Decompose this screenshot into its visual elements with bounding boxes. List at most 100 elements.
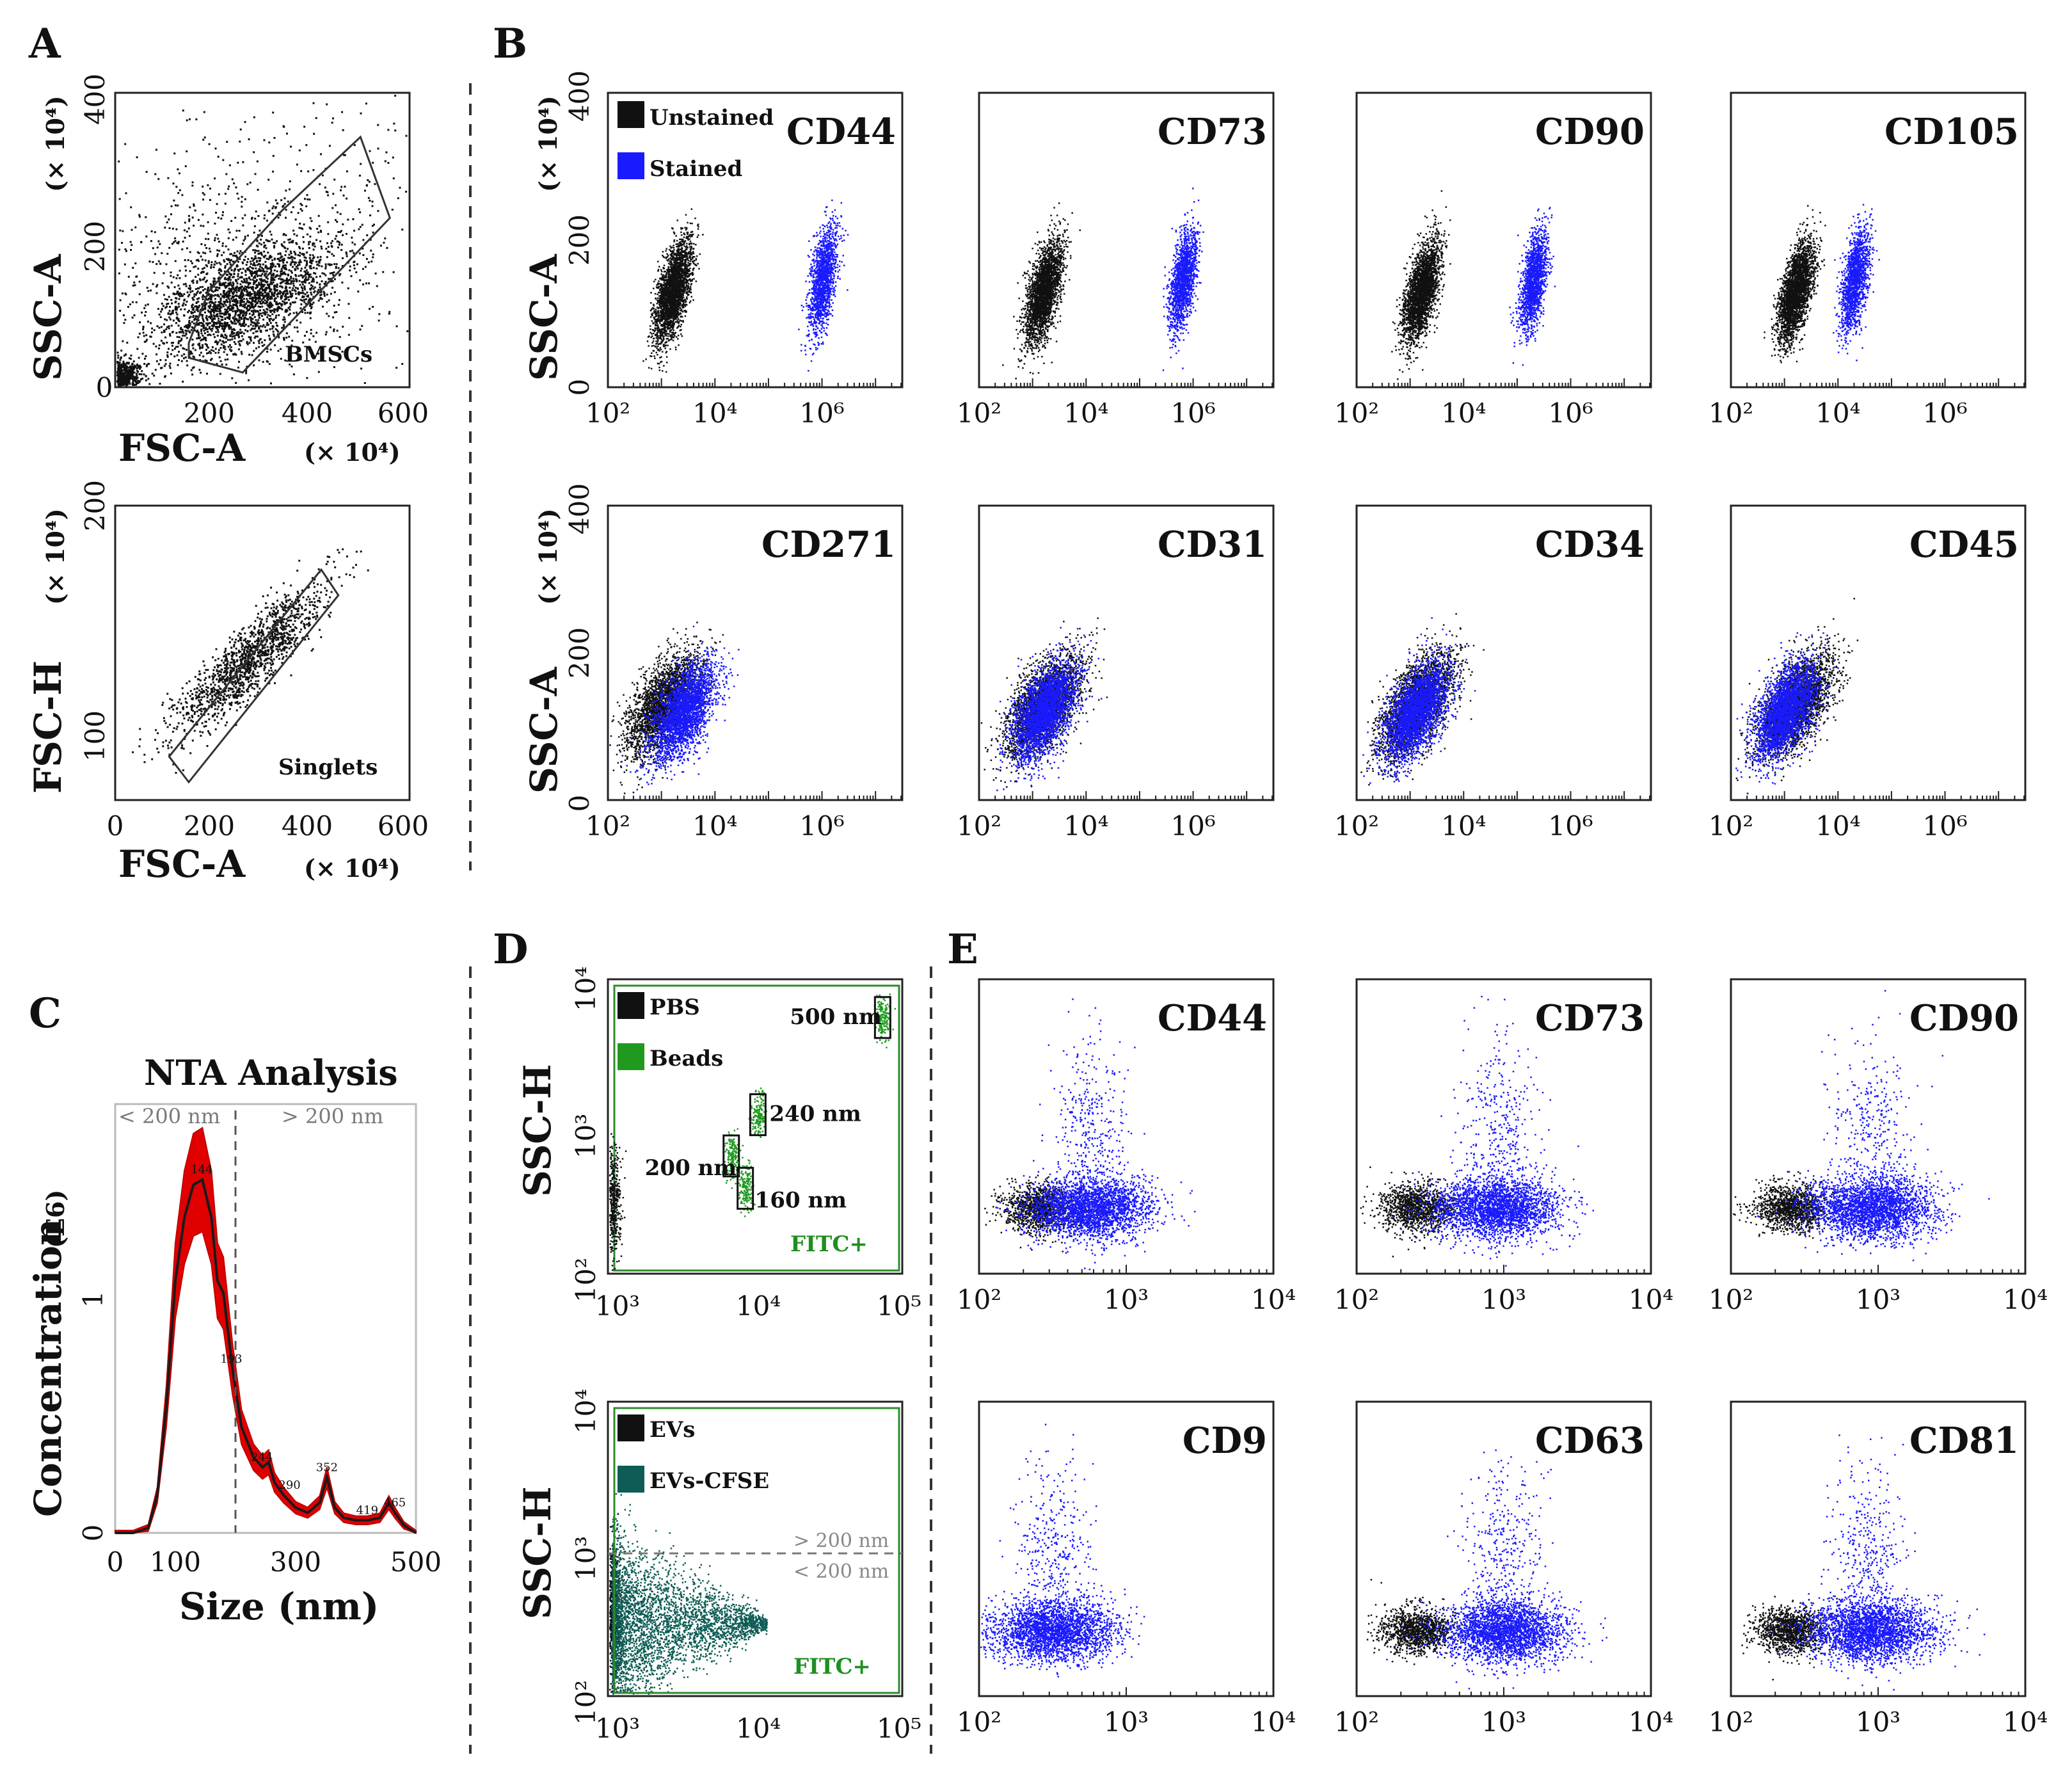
event-dot [200, 352, 202, 354]
event-dot [271, 280, 273, 282]
event-dot [170, 367, 171, 369]
event-dot [215, 331, 217, 333]
event-dot [218, 318, 219, 320]
event-dot [189, 285, 191, 287]
figure-canvas: A B C D E BMSCs 0 200 400 600 200 400 FS… [0, 0, 2072, 1771]
event-dot [205, 259, 207, 261]
event-dot [342, 257, 344, 259]
event-dot [260, 312, 262, 314]
event-dot [123, 314, 125, 316]
event-dot [260, 243, 262, 245]
event-dot [243, 301, 245, 303]
event-dot [205, 349, 207, 351]
event-dot [275, 317, 277, 319]
event-dot [234, 341, 235, 343]
event-dot [170, 313, 172, 315]
event-dot [152, 283, 154, 285]
event-dot [326, 301, 328, 303]
event-dot [179, 288, 180, 290]
event-dot [212, 346, 214, 348]
event-dot [195, 276, 196, 278]
event-dot [251, 275, 253, 276]
event-dot [178, 342, 180, 344]
event-dot [308, 247, 310, 249]
event-dot [153, 374, 155, 376]
event-dot [237, 273, 239, 275]
event-dot [273, 333, 275, 335]
event-dot [326, 331, 328, 333]
event-dot [271, 310, 273, 312]
event-dot [205, 238, 207, 240]
event-dot [251, 257, 253, 259]
event-dot [288, 269, 290, 271]
event-dot [366, 234, 368, 236]
event-dot [165, 363, 167, 365]
event-dot [227, 301, 228, 303]
panel-label-e: E [947, 926, 978, 974]
event-dot [166, 342, 168, 344]
event-dot [259, 260, 261, 262]
event-dot [228, 248, 230, 250]
event-dot [177, 336, 179, 338]
event-dot [185, 357, 187, 358]
event-dot [333, 255, 335, 257]
event-dot [331, 253, 333, 255]
event-dot [355, 271, 357, 273]
event-dot [271, 239, 273, 241]
event-dot [277, 296, 279, 298]
event-dot [316, 228, 318, 230]
event-dot [346, 255, 348, 257]
event-dot [278, 278, 280, 280]
event-dot [342, 234, 344, 236]
event-dot [147, 303, 149, 305]
event-dot [227, 274, 228, 276]
event-dot [306, 260, 308, 262]
event-dot [202, 298, 204, 300]
event-dot [175, 346, 177, 348]
event-dot [303, 223, 305, 225]
event-dot [227, 358, 228, 360]
event-dot [230, 298, 232, 300]
event-dot [375, 273, 377, 275]
event-dot [267, 314, 269, 316]
event-dot [313, 280, 315, 282]
event-dot [174, 286, 176, 288]
event-dot [306, 252, 308, 253]
event-dot [228, 287, 230, 289]
event-dot [365, 266, 367, 268]
event-dot [160, 311, 162, 313]
event-dot [218, 331, 219, 333]
event-dot [262, 264, 264, 266]
event-dot [341, 282, 343, 284]
event-dot [263, 309, 265, 311]
event-dot [259, 306, 261, 308]
event-dot [271, 259, 273, 261]
event-dot [292, 287, 294, 289]
panel-label-a: A [28, 20, 61, 68]
event-dot [207, 273, 209, 275]
event-dot [216, 234, 218, 236]
event-dot [180, 338, 182, 340]
event-dot [224, 303, 226, 305]
event-dot [158, 260, 160, 262]
event-dot [186, 337, 188, 339]
event-dot [309, 254, 311, 256]
event-dot [246, 298, 248, 300]
event-dot [214, 301, 216, 303]
event-dot [332, 280, 334, 282]
event-dot [169, 365, 171, 367]
event-dot [238, 361, 240, 363]
event-dot [164, 307, 166, 309]
event-dot [349, 269, 351, 271]
event-dot [159, 314, 161, 316]
event-dot [310, 284, 312, 286]
event-dot [311, 281, 313, 283]
event-dot [213, 314, 215, 316]
event-dot [145, 311, 147, 313]
event-dot [308, 198, 310, 200]
event-dot [297, 264, 299, 266]
event-dot [292, 283, 294, 285]
event-dot [263, 255, 265, 257]
event-dot [257, 319, 259, 321]
event-dot [241, 301, 243, 303]
